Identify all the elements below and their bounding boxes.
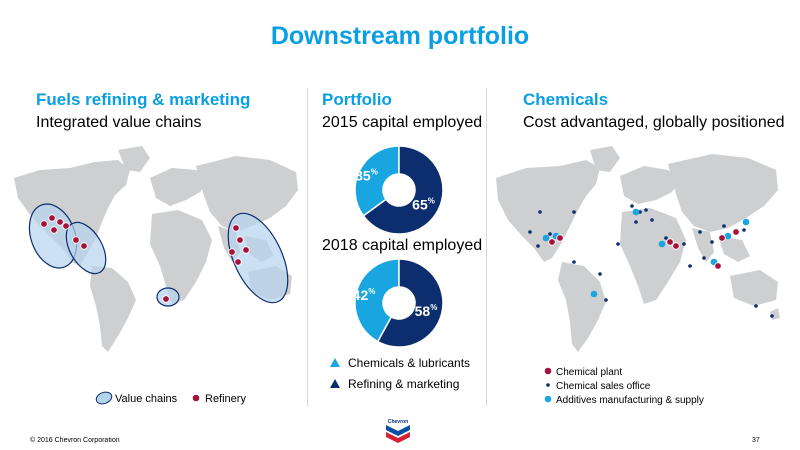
- divider-left: [307, 88, 308, 406]
- refinery-markers: [40, 214, 250, 303]
- page-title: Downstream portfolio: [270, 22, 530, 50]
- pie-slice-chemicals-lubricants: [354, 145, 400, 217]
- additives-markers: [542, 208, 750, 298]
- page-number: 37: [752, 437, 760, 444]
- svg-text:Chevron: Chevron: [388, 419, 408, 425]
- pie-slice-chemicals-lubricants: [354, 258, 400, 343]
- triangle-navy-icon: [330, 379, 340, 388]
- left-map-land: [14, 146, 298, 352]
- legend-refining-label: Refining & marketing: [348, 377, 460, 391]
- portfolio-heading: Portfolio: [322, 90, 392, 109]
- chemical-plant-markers: [548, 228, 740, 270]
- chemicals-subtitle: Cost advantaged, globally positioned: [523, 114, 785, 131]
- copyright-text: © 2016 Chevron Corporation: [30, 437, 120, 444]
- additives-legend-icon: [544, 395, 552, 403]
- refinery-legend-icon: [192, 394, 200, 402]
- divider-right: [486, 88, 487, 406]
- pie-chart-2018: 42%58%: [353, 258, 444, 348]
- caption-2015: 2015 capital employed: [322, 114, 483, 131]
- value-chain-ellipse-asia-pacific: [227, 212, 289, 304]
- additives-legend-label: Additives manufacturing & supply: [556, 395, 704, 406]
- fuels-subtitle: Integrated value chains: [36, 114, 202, 131]
- refinery-legend-label: Refinery: [205, 393, 246, 405]
- sales-office-legend-label: Chemical sales office: [556, 381, 651, 392]
- chevron-logo: Chevron: [385, 418, 411, 443]
- value-chains-legend-label: Value chains: [115, 393, 178, 405]
- sales-office-markers: [528, 204, 774, 318]
- pie-slice-refining-marketing: [376, 258, 444, 348]
- chemical-plant-legend-icon: [544, 367, 552, 375]
- value-chains-legend-icon: [95, 391, 113, 405]
- pie-chart-2015: 35%65%: [354, 145, 444, 235]
- fuels-heading: Fuels refining & marketing: [36, 90, 251, 109]
- pie-slice-refining-marketing: [362, 145, 444, 235]
- triangle-light-icon: [330, 358, 340, 367]
- chemicals-heading: Chemicals: [523, 90, 609, 109]
- legend-chemicals-label: Chemicals & lubricants: [348, 356, 471, 370]
- chemical-plant-legend-label: Chemical plant: [556, 367, 622, 378]
- caption-2018: 2018 capital employed: [322, 237, 483, 254]
- sales-office-legend-icon: [546, 383, 550, 387]
